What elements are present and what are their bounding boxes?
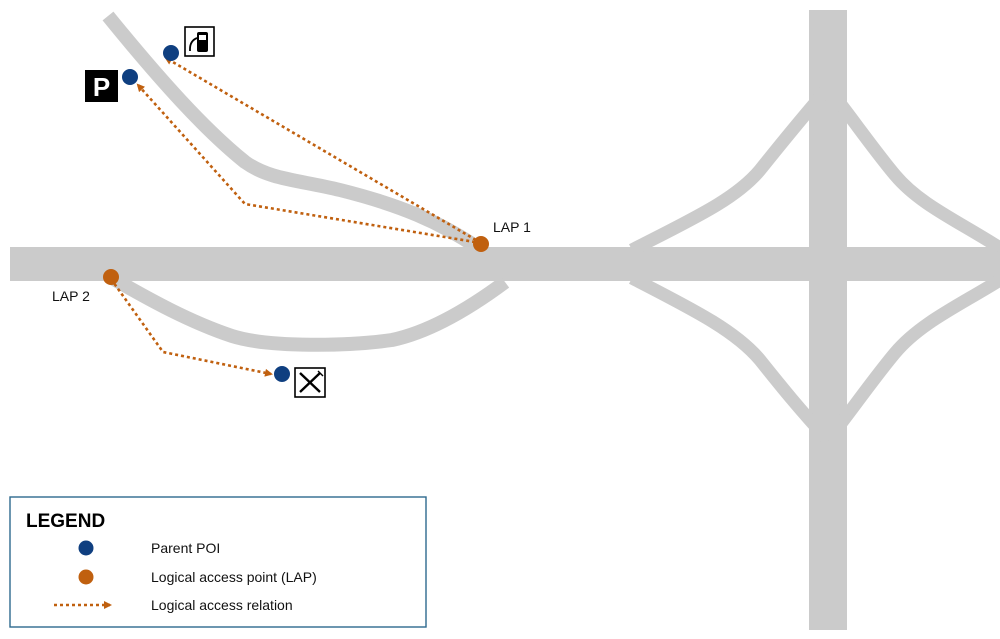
relation-lap1-fuel: [164, 56, 482, 245]
legend-lap-symbol: [78, 569, 94, 585]
access-relations: [109, 56, 482, 377]
parking-icon: P: [85, 70, 118, 102]
relation-lap2-restaurant: [109, 278, 273, 377]
interchange-ramp-ne: [822, 83, 1000, 254]
lap2-point[interactable]: [103, 269, 119, 285]
fuel-pump-icon: [184, 26, 215, 57]
parent-poi-parking[interactable]: [122, 69, 138, 85]
lap1-point[interactable]: [473, 236, 489, 252]
legend-parent-poi-symbol: [78, 540, 94, 556]
interchange-ramp-se: [822, 274, 1000, 445]
parent-poi-fuel[interactable]: [163, 45, 179, 61]
roads: [10, 10, 1000, 630]
parking-letter: P: [93, 72, 110, 102]
legend-title: LEGEND: [26, 511, 105, 532]
relation-lap1-parking: [136, 83, 482, 245]
parent-pois: [122, 45, 290, 382]
north-service-road: [102, 11, 482, 254]
fork-knife-icon: [294, 367, 326, 398]
lap1-label: LAP 1: [493, 219, 531, 235]
legend-lap-label: Logical access point (LAP): [151, 569, 317, 585]
interchange-ramp-sw: [629, 272, 833, 445]
legend: LEGEND Parent POI Logical access point (…: [9, 496, 427, 628]
lap2-label: LAP 2: [52, 288, 90, 304]
logical-access-points: LAP 1 LAP 2: [52, 219, 531, 304]
south-service-road: [108, 271, 510, 352]
parent-poi-restaurant[interactable]: [274, 366, 290, 382]
legend-parent-poi-label: Parent POI: [151, 540, 220, 556]
interchange-ramp-nw: [629, 83, 833, 256]
legend-relation-label: Logical access relation: [151, 597, 293, 613]
